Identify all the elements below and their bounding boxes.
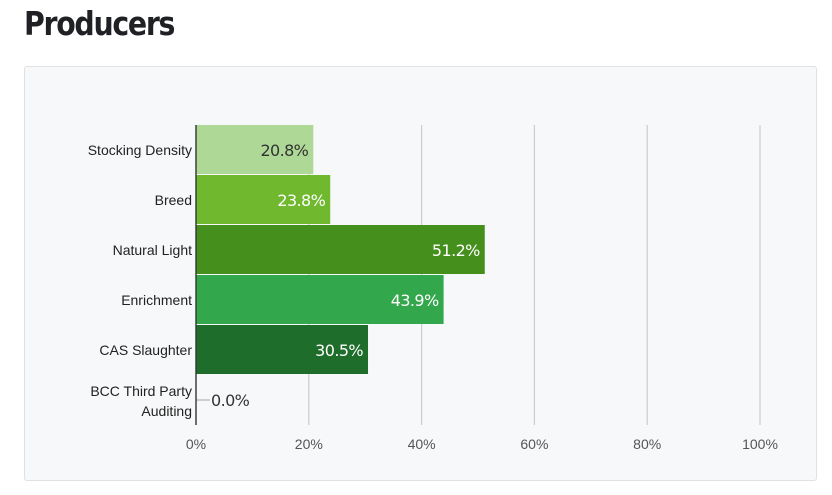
bar[interactable] [196, 225, 485, 274]
data-label: 20.8% [260, 141, 308, 160]
x-tick-label: 100% [742, 436, 778, 452]
bar-chart: 0% 20% 40% 60% 80% 100% 20.8% Stocking Density 2… [88, 125, 778, 452]
x-tick-label: 0% [186, 436, 206, 452]
bar[interactable] [196, 325, 369, 374]
category-label: Stocking Density [88, 142, 192, 158]
data-label: 0.0% [211, 391, 250, 410]
data-label: 23.8% [277, 191, 325, 210]
category-label-line: BCC Third Party [90, 383, 192, 399]
bar[interactable] [196, 175, 331, 224]
x-tick-label: 40% [408, 436, 436, 452]
page-title: Producers [24, 4, 175, 43]
x-tick-label: 60% [520, 436, 548, 452]
x-tick-label: 80% [633, 436, 661, 452]
category-label-line: Auditing [141, 403, 192, 419]
data-label: 43.9% [391, 291, 439, 310]
bar[interactable] [196, 125, 314, 174]
category-label: Breed [155, 192, 192, 208]
category-label: CAS Slaughter [99, 342, 192, 358]
chart-card: 0% 20% 40% 60% 80% 100% 20.8% Stocking Density 2… [24, 66, 817, 481]
category-label: BCC Third Party Auditing [90, 383, 192, 419]
x-tick-label: 20% [295, 436, 323, 452]
bar[interactable] [196, 275, 444, 324]
category-label: Natural Light [113, 242, 192, 258]
category-label: Enrichment [121, 292, 192, 308]
data-label: 30.5% [315, 341, 363, 360]
data-label: 51.2% [432, 241, 480, 260]
